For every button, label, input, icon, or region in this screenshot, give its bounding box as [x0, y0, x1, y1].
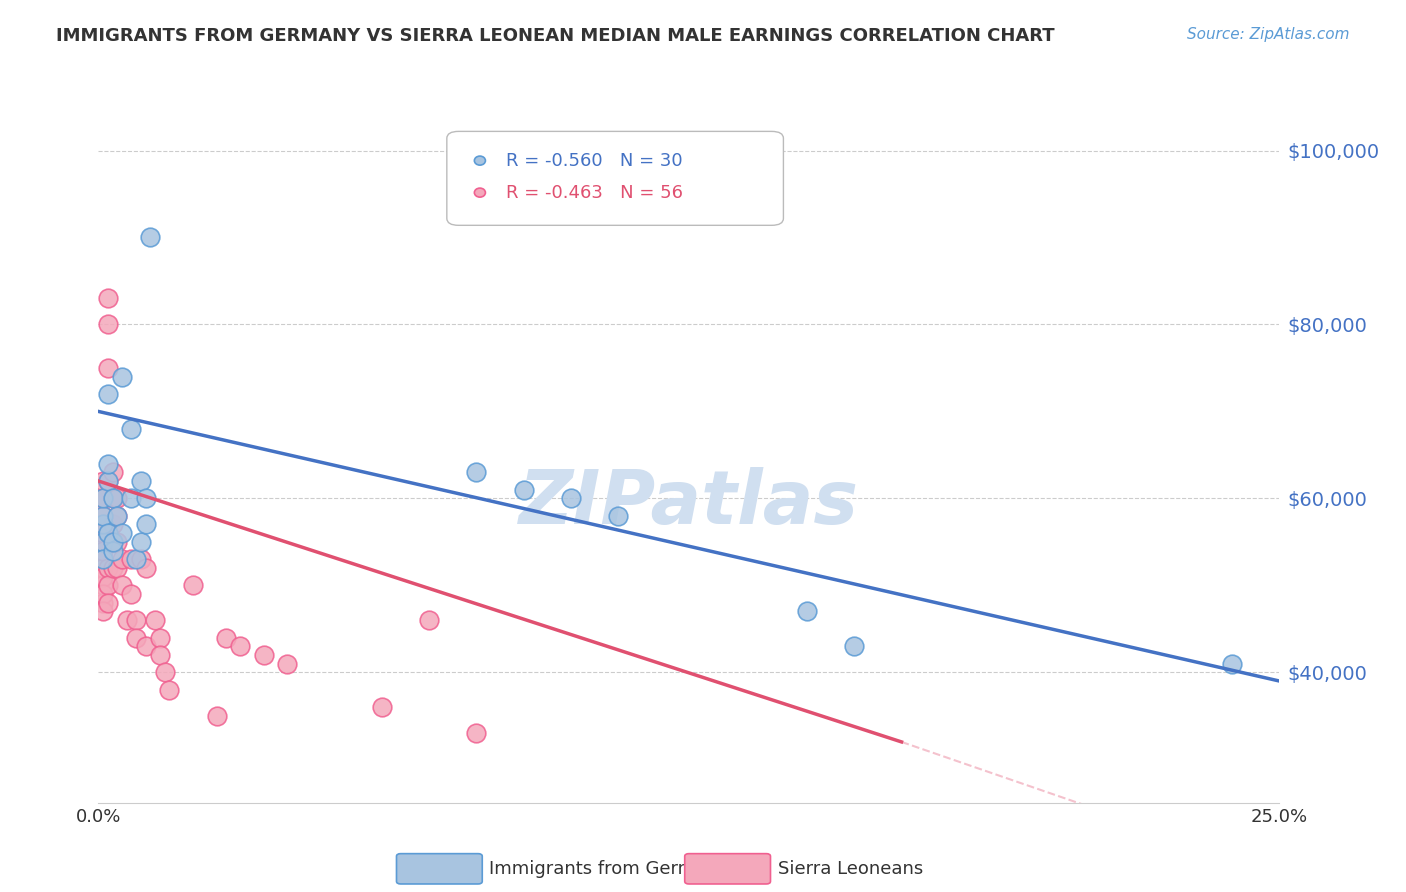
Point [91, 570, 114, 584]
Point [91, 552, 114, 566]
Point [215, 631, 238, 645]
Point [111, 526, 134, 541]
Point [91, 517, 114, 532]
Point [149, 631, 172, 645]
Point [91, 535, 114, 549]
Point [129, 552, 152, 566]
Point [465, 466, 488, 480]
Point [418, 613, 440, 627]
Point [105, 508, 128, 523]
Point [149, 648, 172, 662]
Point [97, 474, 120, 488]
Point [115, 613, 138, 627]
Point [125, 552, 148, 566]
Point [101, 466, 124, 480]
Point [1220, 657, 1243, 671]
Point [91, 587, 114, 601]
Point [371, 700, 394, 714]
Point [111, 369, 134, 384]
Point [97, 526, 120, 541]
Point [135, 639, 157, 653]
Ellipse shape [474, 188, 485, 197]
Point [91, 605, 114, 619]
Point [135, 561, 157, 575]
Text: ZIPatlas: ZIPatlas [519, 467, 859, 541]
Point [153, 665, 176, 680]
Point [97, 457, 120, 471]
Point [91, 491, 114, 506]
Point [101, 517, 124, 532]
Point [91, 543, 114, 558]
Point [97, 526, 120, 541]
Point [105, 491, 128, 506]
Point [101, 543, 124, 558]
Point [105, 535, 128, 549]
Point [125, 613, 148, 627]
Point [465, 726, 488, 740]
Point [97, 387, 120, 401]
Point [97, 596, 120, 610]
Point [121, 491, 143, 506]
Text: IMMIGRANTS FROM GERMANY VS SIERRA LEONEAN MEDIAN MALE EARNINGS CORRELATION CHART: IMMIGRANTS FROM GERMANY VS SIERRA LEONEA… [56, 27, 1054, 45]
Point [91, 526, 114, 541]
Point [229, 639, 252, 653]
Point [97, 578, 120, 592]
Point [91, 491, 114, 506]
Point [143, 613, 166, 627]
Text: Immigrants from Germany: Immigrants from Germany [489, 860, 728, 878]
Point [91, 561, 114, 575]
Point [121, 587, 143, 601]
Point [91, 517, 114, 532]
Point [97, 361, 120, 376]
Text: R = -0.463   N = 56: R = -0.463 N = 56 [506, 184, 683, 202]
Point [135, 517, 157, 532]
Point [101, 491, 124, 506]
Point [101, 561, 124, 575]
Point [121, 422, 143, 436]
Point [91, 596, 114, 610]
Point [91, 508, 114, 523]
Point [111, 552, 134, 566]
Point [97, 474, 120, 488]
Point [135, 491, 157, 506]
Text: Sierra Leoneans: Sierra Leoneans [778, 860, 922, 878]
Point [121, 552, 143, 566]
Point [97, 318, 120, 332]
FancyBboxPatch shape [447, 131, 783, 226]
Point [101, 491, 124, 506]
Point [101, 535, 124, 549]
Point [157, 682, 180, 697]
Point [105, 508, 128, 523]
Point [844, 639, 866, 653]
Point [181, 578, 204, 592]
Point [796, 605, 818, 619]
Point [91, 474, 114, 488]
Point [91, 552, 114, 566]
Point [91, 508, 114, 523]
Point [101, 535, 124, 549]
Point [129, 474, 152, 488]
Point [253, 648, 276, 662]
Point [97, 291, 120, 305]
Point [111, 578, 134, 592]
Point [125, 631, 148, 645]
Point [91, 535, 114, 549]
Point [91, 578, 114, 592]
Point [139, 230, 162, 244]
Point [97, 561, 120, 575]
Text: Source: ZipAtlas.com: Source: ZipAtlas.com [1187, 27, 1350, 42]
Point [105, 561, 128, 575]
Point [512, 483, 534, 497]
Point [560, 491, 582, 506]
Point [276, 657, 298, 671]
Ellipse shape [474, 156, 485, 165]
Point [91, 491, 114, 506]
Point [205, 708, 228, 723]
Point [607, 508, 630, 523]
Text: R = -0.560   N = 30: R = -0.560 N = 30 [506, 152, 682, 169]
Point [129, 535, 152, 549]
